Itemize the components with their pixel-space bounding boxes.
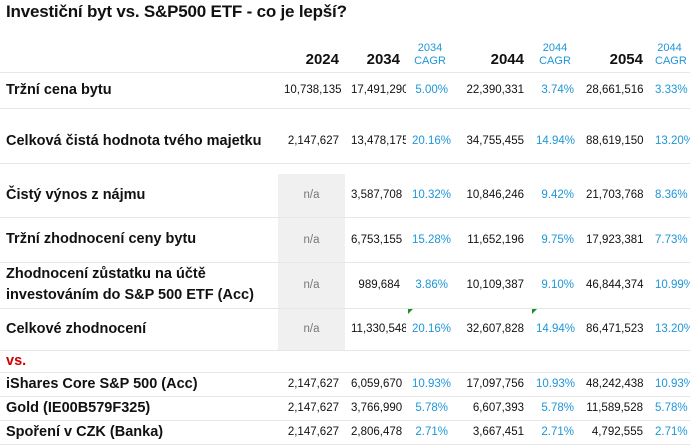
cell-2044: 3,667,451	[454, 420, 530, 445]
cell-2054: 48,242,438	[580, 372, 649, 397]
cell-2054-cagr: 13.20%	[649, 308, 690, 351]
header-row: 2024 2034 2034 CAGR 2044 2044 CAGR 2054 20…	[0, 32, 690, 73]
table-row: Čistý výnos z nájmu n/a 3,587,708 10.32%…	[0, 174, 690, 218]
cell-2024: n/a	[278, 217, 345, 263]
cell-2054-cagr: 2.71%	[649, 420, 690, 445]
table-row: Spoření v CZK (Banka) 2,147,627 2,806,47…	[0, 420, 690, 445]
table-row: Tržní zhodnocení ceny bytu n/a 6,753,155…	[0, 217, 690, 263]
cell-2034: 6,059,670	[345, 372, 406, 397]
sheet-title: Investiční byt vs. S&P500 ETF - co je le…	[6, 2, 347, 21]
row-label: Gold (IE00B579F325)	[0, 396, 278, 421]
col-2024-header: 2024	[278, 32, 345, 73]
cell-2054: 4,792,555	[580, 420, 649, 445]
cell-2044: 22,390,331	[454, 72, 530, 109]
cell-2054-cagr: 3.33%	[649, 72, 690, 109]
cell-2044-cagr: 9.75%	[530, 217, 580, 263]
cell-2044-cagr: 10.93%	[530, 372, 580, 397]
cell-2034: 17,491,290	[345, 72, 406, 109]
cell-2034-cagr: 20.16%	[406, 120, 454, 164]
vs-label: vs.	[0, 350, 278, 373]
comment-marker-icon	[532, 308, 537, 314]
cell-2034-cagr: 10.32%	[406, 174, 454, 218]
row-label: Spoření v CZK (Banka)	[0, 420, 278, 445]
cell-2024: 2,147,627	[278, 372, 345, 397]
table-row: Celkové zhodnocení n/a 11,330,548 20.16%…	[0, 308, 690, 351]
table-row: Gold (IE00B579F325) 2,147,627 3,766,990 …	[0, 396, 690, 421]
cell-2034-cagr: 15.28%	[406, 217, 454, 263]
cell-2034-cagr: 5.78%	[406, 396, 454, 421]
row-label: iShares Core S&P 500 (Acc)	[0, 372, 278, 397]
cell-2034-cagr: 5.00%	[406, 72, 454, 109]
header-empty	[0, 32, 278, 73]
cell-2034: 3,587,708	[345, 174, 406, 218]
cell-2034: 3,766,990	[345, 396, 406, 421]
col-2034-header: 2034	[345, 32, 406, 73]
cell-2024: n/a	[278, 308, 345, 351]
table-row: Zhodnocení zůstatku na účtě investováním…	[0, 262, 690, 309]
cell-2034: 13,478,175	[345, 120, 406, 164]
cell-2044: 17,097,756	[454, 372, 530, 397]
cell-2044-cagr: 14.94%	[530, 120, 580, 164]
cell-2034-cagr: 10.93%	[406, 372, 454, 397]
col-2054-header: 2054	[580, 32, 649, 73]
vs-row: vs.	[0, 350, 690, 373]
cell-2054: 46,844,374	[580, 262, 649, 309]
cell-2054-cagr: 5.78%	[649, 396, 690, 421]
cell-2024: 2,147,627	[278, 396, 345, 421]
col-2044-header: 2044	[454, 32, 530, 73]
cell-2054: 21,703,768	[580, 174, 649, 218]
cell-2034: 989,684	[345, 262, 406, 309]
cell-2024: 2,147,627	[278, 120, 345, 164]
cell-2024: n/a	[278, 262, 345, 309]
col-2044-cagr-header: 2044 CAGR	[530, 32, 580, 73]
comment-marker-icon	[408, 308, 413, 314]
table-row: Celková čistá hodnota tvého majetku 2,14…	[0, 120, 690, 164]
cell-2044-cagr: 14.94%	[530, 308, 580, 351]
cell-2054-cagr: 13.20%	[649, 120, 690, 164]
cell-2024: n/a	[278, 174, 345, 218]
cell-2044: 11,652,196	[454, 217, 530, 263]
row-label: Celkové zhodnocení	[0, 308, 278, 351]
cell-2054-cagr: 7.73%	[649, 217, 690, 263]
comparison-table: 2024 2034 2034 CAGR 2044 2044 CAGR 2054 20…	[0, 32, 690, 445]
cell-2054: 86,471,523	[580, 308, 649, 351]
col-2054-cagr-header: 2044 CAGR	[649, 32, 690, 73]
cell-2024: 2,147,627	[278, 420, 345, 445]
cell-2034-cagr: 3.86%	[406, 262, 454, 309]
cell-2044-cagr: 9.10%	[530, 262, 580, 309]
cell-2034: 6,753,155	[345, 217, 406, 263]
cell-2054: 28,661,516	[580, 72, 649, 109]
cell-2044-cagr: 2.71%	[530, 420, 580, 445]
cell-2044-cagr: 9.42%	[530, 174, 580, 218]
cell-2044: 10,109,387	[454, 262, 530, 309]
cell-2044-cagr: 3.74%	[530, 72, 580, 109]
table-row: iShares Core S&P 500 (Acc) 2,147,627 6,0…	[0, 372, 690, 397]
cell-2024: 10,738,135	[278, 72, 345, 109]
cell-2044: 10,846,246	[454, 174, 530, 218]
cell-2054-cagr: 8.36%	[649, 174, 690, 218]
cell-2034-cagr: 20.16%	[406, 308, 454, 351]
row-label: Tržní cena bytu	[0, 72, 278, 109]
row-label: Tržní zhodnocení ceny bytu	[0, 217, 278, 263]
cell-2044-cagr: 5.78%	[530, 396, 580, 421]
cell-2054: 88,619,150	[580, 120, 649, 164]
cell-2044: 6,607,393	[454, 396, 530, 421]
cell-2054-cagr: 10.93%	[649, 372, 690, 397]
row-label: Čistý výnos z nájmu	[0, 174, 278, 218]
cell-2034: 11,330,548	[345, 308, 406, 351]
table-row: Tržní cena bytu 10,738,135 17,491,290 5.…	[0, 72, 690, 109]
cell-2054: 17,923,381	[580, 217, 649, 263]
cell-2054-cagr: 10.99%	[649, 262, 690, 309]
col-2034-cagr-header: 2034 CAGR	[406, 32, 454, 73]
cell-2034-cagr: 2.71%	[406, 420, 454, 445]
cell-2054: 11,589,528	[580, 396, 649, 421]
cell-2044: 32,607,828	[454, 308, 530, 351]
row-label: Zhodnocení zůstatku na účtě investováním…	[0, 262, 278, 309]
cell-2044: 34,755,455	[454, 120, 530, 164]
row-label: Celková čistá hodnota tvého majetku	[0, 120, 278, 164]
cell-2034: 2,806,478	[345, 420, 406, 445]
